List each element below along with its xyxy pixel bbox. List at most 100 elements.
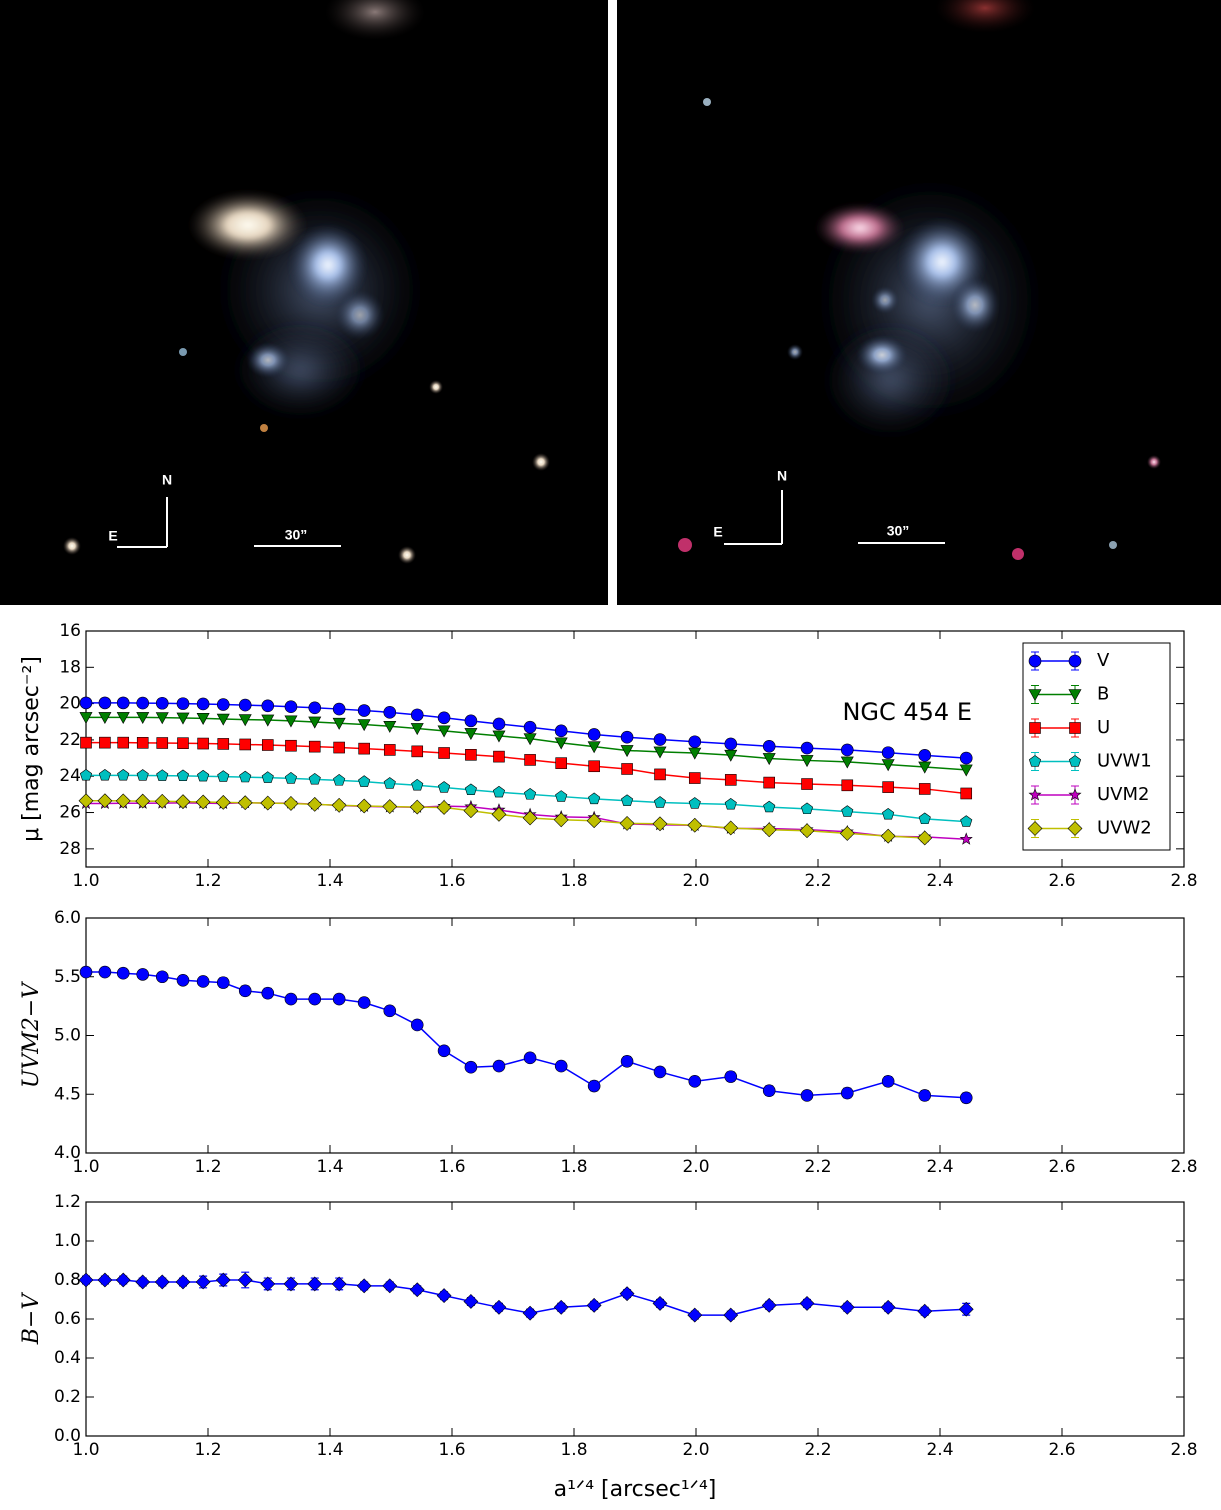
plot-area bbox=[85, 1201, 1185, 1437]
x-tick-label: 1.0 bbox=[72, 1440, 99, 1460]
marker bbox=[238, 984, 252, 998]
marker bbox=[586, 813, 602, 829]
marker bbox=[653, 1065, 667, 1079]
marker bbox=[80, 736, 92, 749]
y-tick-label: 24 bbox=[59, 766, 81, 786]
marker bbox=[97, 1272, 113, 1288]
marker bbox=[357, 719, 371, 732]
legend-marker bbox=[1028, 689, 1042, 702]
y-axis-label: μ [mag arcsec⁻²] bbox=[19, 656, 44, 842]
marker bbox=[136, 769, 149, 781]
marker bbox=[177, 737, 189, 749]
marker bbox=[156, 737, 169, 749]
marker bbox=[176, 712, 190, 725]
marker bbox=[880, 828, 896, 844]
x-tick-label: 1.8 bbox=[560, 1157, 587, 1177]
marker bbox=[620, 1055, 634, 1068]
marker bbox=[840, 756, 854, 769]
marker bbox=[587, 1079, 601, 1093]
marker bbox=[762, 1084, 776, 1098]
marker bbox=[196, 697, 210, 711]
marker bbox=[918, 749, 932, 762]
marker bbox=[436, 1288, 452, 1304]
marker bbox=[284, 715, 298, 728]
marker bbox=[724, 774, 737, 786]
x-tick-label: 1.2 bbox=[194, 1440, 221, 1460]
marker bbox=[331, 1276, 347, 1292]
marker bbox=[588, 760, 600, 773]
marker bbox=[763, 776, 776, 789]
marker bbox=[78, 793, 94, 809]
marker bbox=[356, 1278, 372, 1294]
marker bbox=[410, 708, 424, 722]
marker bbox=[98, 768, 111, 781]
marker bbox=[959, 764, 973, 777]
marker bbox=[284, 700, 298, 714]
marker bbox=[761, 822, 777, 838]
marker bbox=[882, 781, 894, 793]
x-tick-label: 1.6 bbox=[438, 1157, 465, 1177]
marker bbox=[464, 1060, 478, 1074]
marker bbox=[918, 1089, 932, 1102]
marker bbox=[284, 992, 298, 1006]
x-tick-label: 1.8 bbox=[560, 871, 587, 891]
y-axis-label: UVM2−V bbox=[19, 981, 44, 1088]
marker bbox=[136, 968, 150, 981]
x-tick-label: 2.4 bbox=[926, 1440, 953, 1460]
marker bbox=[554, 737, 568, 750]
marker bbox=[799, 1295, 815, 1311]
marker bbox=[688, 797, 701, 809]
legend-label: UVM2 bbox=[1097, 784, 1149, 805]
marker bbox=[409, 1282, 425, 1298]
marker bbox=[688, 747, 702, 760]
marker bbox=[308, 992, 322, 1006]
marker bbox=[800, 741, 814, 755]
marker bbox=[588, 792, 601, 805]
marker bbox=[196, 975, 210, 988]
marker bbox=[652, 1295, 668, 1311]
y-tick-label: 1.2 bbox=[54, 1192, 81, 1212]
y-tick-label: 6.0 bbox=[54, 908, 81, 928]
legend-marker bbox=[1068, 689, 1082, 702]
marker bbox=[620, 730, 634, 744]
marker bbox=[215, 1272, 231, 1288]
marker bbox=[841, 779, 854, 792]
legend-box bbox=[1022, 642, 1171, 851]
marker bbox=[437, 725, 451, 738]
marker bbox=[238, 698, 252, 712]
y-tick-label: 0.0 bbox=[54, 1426, 81, 1446]
marker bbox=[492, 730, 506, 743]
marker bbox=[652, 816, 668, 832]
marker bbox=[524, 788, 537, 800]
east-label: E bbox=[108, 528, 117, 544]
legend-marker bbox=[1028, 788, 1042, 801]
marker bbox=[586, 1297, 602, 1313]
marker bbox=[688, 772, 701, 784]
north-label: N bbox=[162, 472, 172, 488]
marker bbox=[959, 832, 973, 845]
marker bbox=[918, 812, 931, 825]
marker bbox=[438, 747, 450, 759]
legend-marker bbox=[1029, 722, 1041, 734]
marker bbox=[464, 728, 478, 741]
marker bbox=[356, 798, 372, 814]
x-tick-label: 2.2 bbox=[804, 1157, 831, 1177]
marker bbox=[688, 1075, 702, 1088]
marker bbox=[523, 733, 537, 746]
marker bbox=[331, 797, 347, 813]
marker bbox=[79, 768, 93, 781]
marker bbox=[136, 712, 150, 725]
marker bbox=[522, 1305, 538, 1321]
marker bbox=[436, 800, 452, 815]
marker bbox=[880, 1299, 896, 1315]
marker bbox=[839, 825, 855, 841]
marker bbox=[463, 803, 479, 819]
marker bbox=[333, 774, 346, 786]
marker bbox=[554, 1059, 568, 1073]
marker bbox=[687, 817, 703, 833]
marker bbox=[800, 1089, 814, 1102]
marker bbox=[882, 807, 895, 820]
marker bbox=[620, 745, 634, 758]
x-tick-label: 2.8 bbox=[1170, 1440, 1197, 1460]
marker bbox=[587, 728, 601, 741]
